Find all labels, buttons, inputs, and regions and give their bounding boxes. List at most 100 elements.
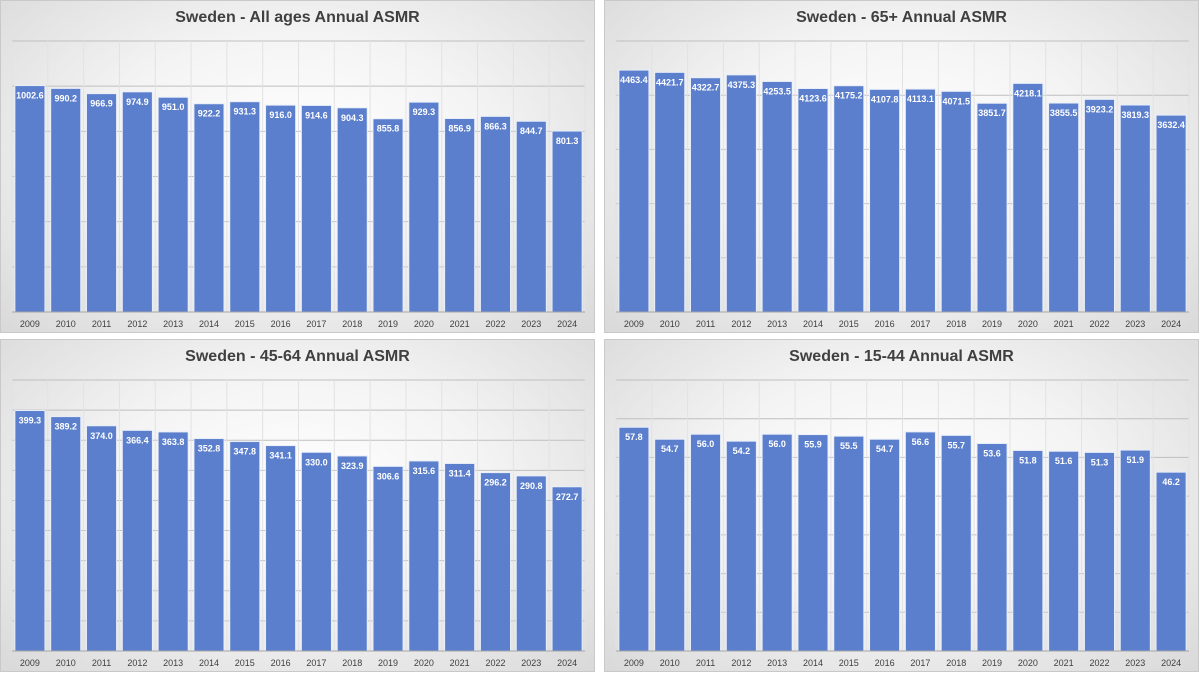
data-label: 315.6 xyxy=(413,466,436,476)
x-tick-label: 2010 xyxy=(660,658,680,668)
data-label: 866.3 xyxy=(484,121,507,131)
x-tick-label: 2009 xyxy=(20,319,40,329)
data-label: 4375.3 xyxy=(728,80,756,90)
x-tick-label: 2013 xyxy=(767,658,787,668)
x-tick-label: 2017 xyxy=(306,658,326,668)
data-label: 347.8 xyxy=(234,447,257,457)
bar xyxy=(372,465,404,652)
bar xyxy=(618,69,650,313)
bar xyxy=(408,460,440,652)
data-label: 844.7 xyxy=(520,126,543,136)
x-tick-label: 2009 xyxy=(624,658,644,668)
x-tick-label: 2019 xyxy=(378,319,398,329)
bar xyxy=(479,472,512,652)
plot-area: 4463.4 2009 4421.7 2010 4322.7 2011 4375.3 2012… xyxy=(615,40,1190,329)
chart-15-44: Sweden - 15-44 Annual ASMR 57.8 2009 54.7 2… xyxy=(604,339,1199,672)
data-label: 4123.6 xyxy=(799,94,827,104)
x-tick-label: 2017 xyxy=(910,658,930,668)
data-label: 1002.6 xyxy=(16,91,44,101)
bar xyxy=(761,80,793,313)
data-label: 363.8 xyxy=(162,437,185,447)
x-tick-label: 2010 xyxy=(660,319,680,329)
data-label: 990.2 xyxy=(54,93,77,103)
bar xyxy=(1012,82,1044,313)
data-label: 4107.8 xyxy=(871,94,899,104)
bar xyxy=(976,102,1008,313)
x-tick-label: 2024 xyxy=(557,658,577,668)
bar xyxy=(1012,449,1044,652)
x-tick-label: 2010 xyxy=(56,319,76,329)
data-label: 399.3 xyxy=(19,416,42,426)
bar xyxy=(515,120,547,313)
x-tick-label: 2013 xyxy=(163,319,183,329)
data-label: 389.2 xyxy=(54,422,77,432)
x-tick-label: 2018 xyxy=(342,319,362,329)
bar xyxy=(1155,471,1187,652)
data-label: 51.9 xyxy=(1127,455,1145,465)
data-label: 856.9 xyxy=(448,123,471,133)
bar xyxy=(1155,114,1187,313)
bar xyxy=(157,96,189,313)
data-label: 330.0 xyxy=(305,457,328,467)
x-tick-label: 2022 xyxy=(1089,319,1109,329)
bar xyxy=(1048,450,1080,652)
data-label: 3851.7 xyxy=(978,108,1006,118)
x-tick-label: 2024 xyxy=(557,319,577,329)
x-tick-label: 2021 xyxy=(450,658,470,668)
x-tick-label: 2010 xyxy=(56,658,76,668)
bar xyxy=(1119,449,1151,652)
x-tick-label: 2014 xyxy=(803,319,823,329)
x-tick-label: 2013 xyxy=(767,319,787,329)
x-tick-label: 2019 xyxy=(982,319,1002,329)
bar xyxy=(85,93,118,313)
data-label: 341.1 xyxy=(269,451,292,461)
data-label: 56.6 xyxy=(912,437,930,447)
x-tick-label: 2020 xyxy=(1018,658,1038,668)
data-label: 4071.5 xyxy=(942,96,970,106)
x-tick-label: 2016 xyxy=(875,319,895,329)
x-tick-label: 2012 xyxy=(731,658,751,668)
bar xyxy=(618,426,650,652)
x-tick-label: 2012 xyxy=(731,319,751,329)
x-tick-label: 2014 xyxy=(199,658,219,668)
bar xyxy=(372,118,404,313)
x-tick-label: 2015 xyxy=(839,319,859,329)
x-tick-label: 2015 xyxy=(235,319,255,329)
bar xyxy=(654,438,686,652)
bar xyxy=(265,445,297,652)
bar xyxy=(833,85,865,313)
x-tick-label: 2016 xyxy=(271,658,291,668)
data-label: 929.3 xyxy=(413,107,436,117)
x-tick-label: 2020 xyxy=(414,319,434,329)
plot-area: 57.8 2009 54.7 2010 56.0 2011 54.2 2012 56.0 2013… xyxy=(615,379,1190,668)
bar xyxy=(1048,102,1080,313)
bar xyxy=(689,77,722,313)
data-label: 4322.7 xyxy=(692,83,720,93)
x-tick-label: 2016 xyxy=(875,658,895,668)
chart-title: Sweden - 45-64 Annual ASMR xyxy=(185,348,410,365)
x-tick-label: 2023 xyxy=(1125,319,1145,329)
bar xyxy=(408,101,440,313)
data-label: 311.4 xyxy=(449,468,471,478)
x-tick-label: 2023 xyxy=(1125,658,1145,668)
bar xyxy=(761,433,793,652)
data-label: 51.3 xyxy=(1091,457,1109,467)
bar xyxy=(444,117,476,313)
data-label: 4463.4 xyxy=(620,75,648,85)
bar xyxy=(50,87,82,313)
bar xyxy=(689,433,722,652)
data-label: 974.9 xyxy=(126,97,149,107)
data-label: 54.7 xyxy=(661,444,679,454)
bar xyxy=(904,431,936,652)
x-tick-label: 2020 xyxy=(414,658,434,668)
bar xyxy=(833,435,865,652)
x-tick-label: 2024 xyxy=(1161,319,1181,329)
data-label: 3855.5 xyxy=(1050,108,1078,118)
bar xyxy=(14,85,46,313)
bar xyxy=(940,434,972,652)
plot-area: 399.3 2009 389.2 2010 374.0 2011 366.4 2012 363.… xyxy=(11,379,586,668)
data-label: 56.0 xyxy=(768,439,786,449)
data-label: 53.6 xyxy=(983,448,1001,458)
data-label: 290.8 xyxy=(520,481,543,491)
bar xyxy=(336,107,368,313)
